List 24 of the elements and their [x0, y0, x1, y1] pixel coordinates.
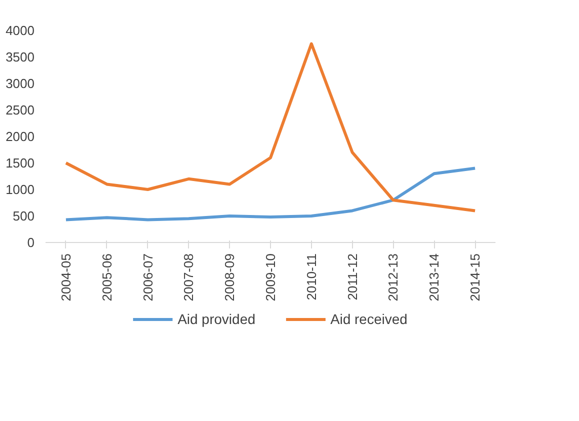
line-series	[64, 42, 477, 212]
x-tick-label: 2006-07	[140, 253, 156, 302]
y-tick-label: 1000	[6, 182, 34, 197]
x-tick-label: 2007-08	[181, 253, 196, 302]
y-tick-label: 4000	[6, 23, 34, 38]
legend-label: Aid received	[330, 311, 408, 327]
x-tick-label: 2008-09	[222, 253, 238, 302]
x-tick-label: 2012-13	[386, 253, 401, 302]
y-tick-label: 3500	[6, 50, 34, 64]
legend-label: Aid provided	[178, 311, 256, 327]
y-tick-label: 2500	[6, 102, 34, 118]
y-tick-label: 2000	[6, 129, 34, 144]
x-tick-label: 2013-14	[426, 253, 442, 302]
x-tick-label: 2014-15	[468, 253, 483, 302]
y-tick-label: 3000	[6, 76, 34, 91]
y-tick-label: 500	[12, 208, 35, 224]
y-tick-label: 0	[27, 235, 35, 250]
x-tick-label: 2011-12	[344, 253, 360, 300]
y-tick-label: 1500	[6, 156, 34, 170]
x-tick-label: 2009-10	[263, 253, 278, 302]
line-series	[64, 166, 477, 222]
x-tick-label: 2004-05	[58, 253, 74, 302]
x-tick-label: 2005-06	[99, 253, 114, 302]
x-tick-label: 2010-11	[304, 253, 319, 300]
